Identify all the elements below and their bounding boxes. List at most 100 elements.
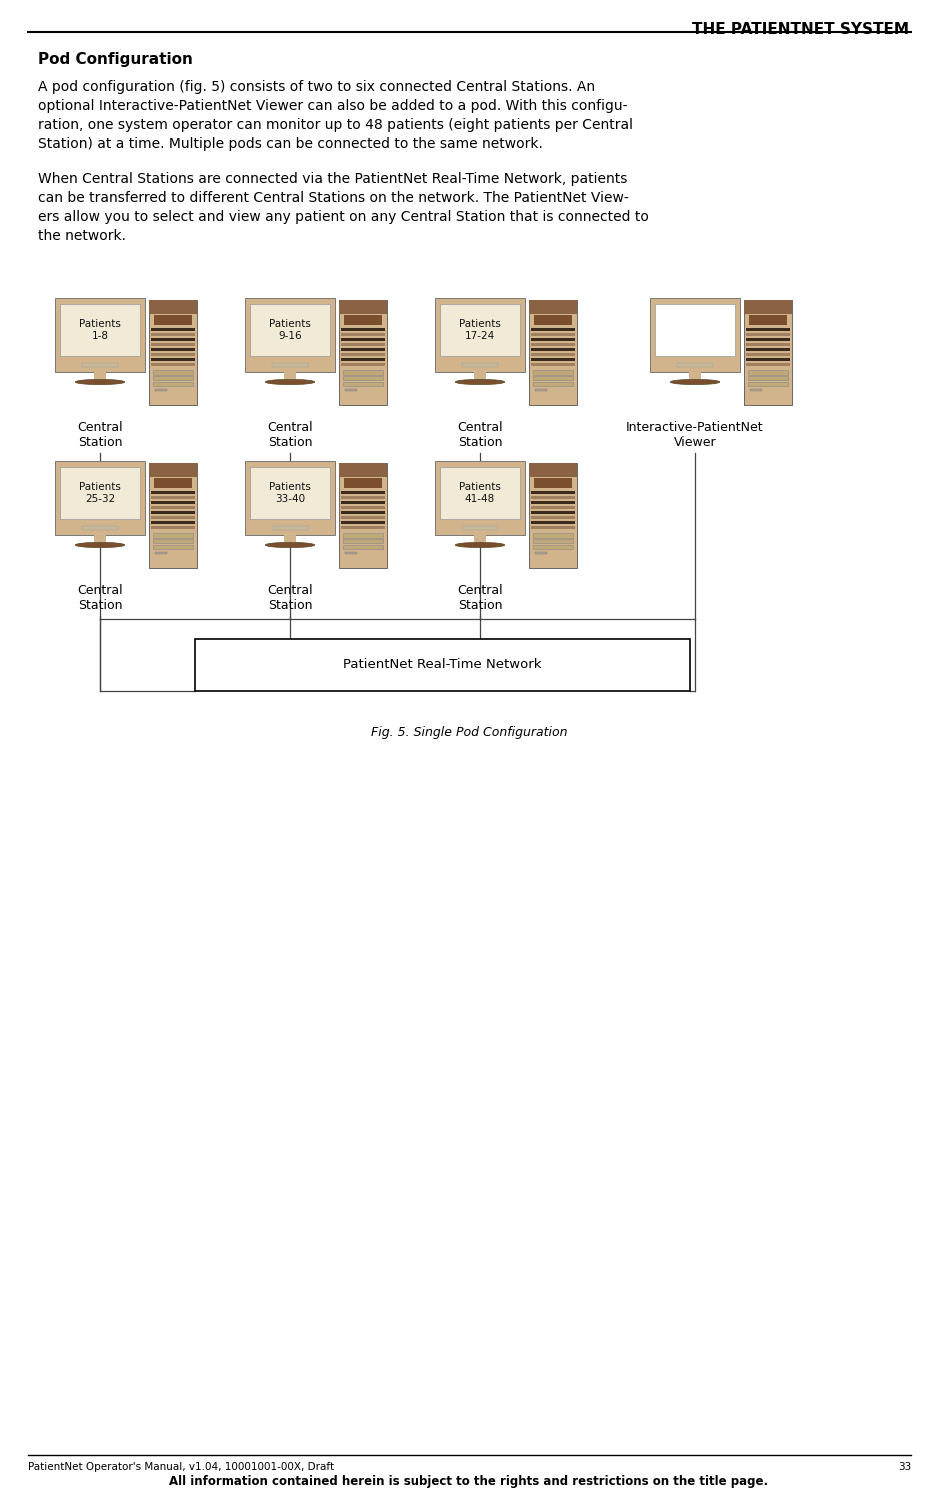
Text: Fig. 5. Single Pod Configuration: Fig. 5. Single Pod Configuration (371, 726, 567, 740)
Bar (529, 463, 577, 476)
Bar (342, 359, 385, 362)
Bar (531, 497, 575, 498)
Bar (342, 516, 385, 519)
Bar (747, 348, 790, 351)
Bar (747, 382, 788, 385)
Bar (344, 314, 382, 326)
Bar (531, 344, 575, 347)
Bar (531, 491, 575, 494)
Bar (534, 388, 546, 391)
Bar (153, 376, 193, 381)
Bar (151, 353, 194, 356)
Bar (343, 545, 383, 549)
Bar (151, 506, 194, 509)
Bar (285, 536, 296, 543)
Bar (462, 363, 498, 368)
Bar (747, 338, 790, 341)
Bar (60, 304, 140, 356)
Bar (342, 344, 385, 347)
Text: Patients
41-48: Patients 41-48 (459, 482, 500, 503)
Bar (251, 304, 330, 356)
Bar (529, 301, 577, 314)
Bar (151, 348, 194, 351)
Text: Central
Station: Central Station (77, 421, 123, 449)
Bar (532, 545, 573, 549)
Bar (342, 348, 385, 351)
Text: PatientNet Operator's Manual, v1.04, 10001001-00X, Draft: PatientNet Operator's Manual, v1.04, 100… (28, 1463, 334, 1472)
Text: optional Interactive-PatientNet Viewer can also be added to a pod. With this con: optional Interactive-PatientNet Viewer c… (38, 100, 627, 113)
Bar (532, 382, 573, 385)
Bar (251, 467, 330, 519)
Bar (343, 376, 383, 381)
Bar (55, 298, 145, 372)
Bar (151, 491, 194, 494)
Text: ers allow you to select and view any patient on any Central Station that is conn: ers allow you to select and view any pat… (38, 210, 649, 225)
Bar (342, 521, 385, 524)
Text: Station) at a time. Multiple pods can be connected to the same network.: Station) at a time. Multiple pods can be… (38, 137, 543, 150)
Bar (655, 304, 734, 356)
Bar (342, 527, 385, 530)
Bar (151, 516, 194, 519)
Text: Patients
33-40: Patients 33-40 (269, 482, 311, 503)
Bar (272, 527, 308, 530)
Bar (531, 359, 575, 362)
Ellipse shape (265, 379, 315, 384)
Bar (747, 344, 790, 347)
Text: 33: 33 (898, 1463, 911, 1472)
Bar (532, 376, 573, 381)
Bar (462, 527, 498, 530)
Bar (151, 501, 194, 504)
Bar (531, 521, 575, 524)
Bar (689, 372, 700, 379)
Bar (151, 338, 194, 341)
Bar (155, 552, 167, 555)
Text: Patients
17-24: Patients 17-24 (459, 318, 500, 341)
Bar (151, 512, 194, 513)
Bar (749, 388, 762, 391)
Bar (151, 363, 194, 366)
Bar (342, 329, 385, 332)
Bar (533, 478, 572, 488)
Bar (339, 301, 387, 405)
Text: When Central Stations are connected via the PatientNet Real-Time Network, patien: When Central Stations are connected via … (38, 173, 627, 186)
Text: Central
Station: Central Station (457, 583, 502, 612)
Text: PatientNet Real-Time Network: PatientNet Real-Time Network (344, 659, 542, 671)
Bar (531, 329, 575, 332)
Bar (533, 314, 572, 326)
Bar (531, 363, 575, 366)
Bar (747, 359, 790, 362)
Bar (342, 512, 385, 513)
Bar (55, 461, 145, 536)
Text: Central
Station: Central Station (457, 421, 502, 449)
Bar (343, 533, 383, 537)
Bar (650, 298, 740, 372)
Bar (531, 338, 575, 341)
Bar (534, 552, 546, 555)
Bar (343, 539, 383, 543)
Ellipse shape (455, 379, 505, 384)
Bar (342, 333, 385, 336)
Bar (474, 536, 485, 543)
Bar (151, 359, 194, 362)
Text: All information contained herein is subject to the rights and restrictions on th: All information contained herein is subj… (169, 1475, 768, 1488)
Text: ration, one system operator can monitor up to 48 patients (eight patients per Ce: ration, one system operator can monitor … (38, 118, 633, 132)
Bar (435, 298, 525, 372)
Text: Patients
9-16: Patients 9-16 (269, 318, 311, 341)
Bar (60, 467, 140, 519)
Bar (245, 461, 335, 536)
Text: Central
Station: Central Station (268, 583, 313, 612)
Bar (342, 491, 385, 494)
Bar (474, 372, 485, 379)
Bar (339, 463, 387, 568)
Bar (153, 545, 193, 549)
Bar (531, 333, 575, 336)
Bar (82, 363, 118, 368)
Bar (343, 382, 383, 385)
Bar (747, 363, 790, 366)
Bar (245, 298, 335, 372)
Bar (153, 371, 193, 375)
Bar (344, 478, 382, 488)
Ellipse shape (670, 379, 720, 384)
Bar (677, 363, 713, 368)
Bar (94, 372, 106, 379)
